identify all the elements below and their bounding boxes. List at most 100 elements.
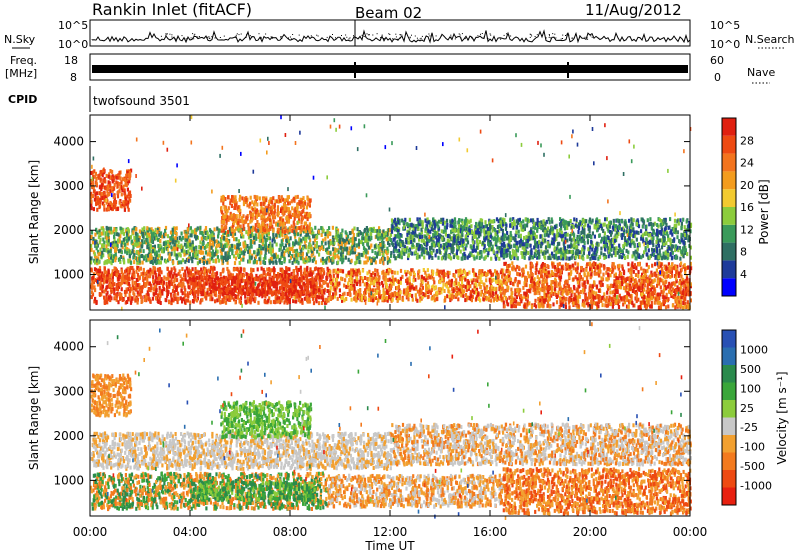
power-cell xyxy=(271,243,274,248)
power-cell xyxy=(656,279,659,284)
power-cell xyxy=(132,255,135,260)
nsearch-trace-point xyxy=(451,38,453,40)
power-cell xyxy=(209,292,212,297)
power-cell xyxy=(264,237,267,242)
power-cell xyxy=(146,232,149,237)
power-cell xyxy=(105,270,108,275)
power-cell xyxy=(174,293,177,298)
power-cell xyxy=(469,290,472,295)
power-cell xyxy=(433,280,436,285)
nsearch-trace-point xyxy=(459,34,461,36)
power-cell xyxy=(119,255,123,259)
power-cell xyxy=(383,244,386,249)
power-cell xyxy=(320,295,323,300)
power-cell xyxy=(239,301,242,305)
power-cell xyxy=(414,277,417,282)
power-cell xyxy=(597,288,601,293)
power-cell xyxy=(534,281,537,286)
nsearch-trace-point xyxy=(548,34,550,35)
power-cell xyxy=(238,242,242,247)
power-cell xyxy=(273,239,276,244)
power-cell xyxy=(464,298,467,303)
power-cell xyxy=(335,291,338,296)
power-cell xyxy=(131,249,134,254)
power-cell xyxy=(321,238,325,243)
power-cell xyxy=(670,291,673,296)
power-cell xyxy=(194,231,197,235)
power-cell xyxy=(361,236,364,241)
power-cell xyxy=(356,268,359,273)
power-cell xyxy=(112,229,115,234)
power-cell xyxy=(590,304,593,309)
power-cell xyxy=(622,302,625,307)
power-cell xyxy=(504,281,507,286)
power-cell xyxy=(554,277,557,282)
nsearch-trace-point xyxy=(416,37,418,39)
power-cell xyxy=(262,246,265,251)
nsearch-trace-point xyxy=(280,36,282,38)
power-cell xyxy=(530,279,533,284)
power-cell xyxy=(105,244,108,249)
power-cell xyxy=(340,296,343,300)
power-cell xyxy=(651,291,654,295)
power-cell xyxy=(214,293,218,298)
power-cell xyxy=(251,294,254,299)
power-cell xyxy=(110,253,113,258)
power-cell xyxy=(450,294,453,299)
power-cell xyxy=(120,287,123,292)
power-cell xyxy=(190,248,193,253)
power-cell xyxy=(299,299,302,304)
nsearch-trace-point xyxy=(169,33,171,35)
power-cell xyxy=(384,281,387,286)
power-cell xyxy=(355,298,358,303)
power-cell xyxy=(409,288,412,293)
power-cell xyxy=(173,293,176,298)
power-cell xyxy=(610,297,614,302)
nsearch-trace-point xyxy=(555,37,557,39)
nsearch-trace-point xyxy=(500,38,502,40)
power-cell xyxy=(281,271,284,276)
power-cell xyxy=(158,232,161,237)
power-cell xyxy=(96,258,99,263)
power-cell xyxy=(254,277,257,282)
power-cell xyxy=(678,287,681,292)
power-cell xyxy=(111,278,114,283)
power-cell xyxy=(318,280,321,285)
power-cell xyxy=(326,289,329,293)
power-cell xyxy=(316,249,319,254)
power-cell xyxy=(278,247,281,252)
power-cell xyxy=(236,274,239,279)
nsearch-trace-point xyxy=(531,35,533,37)
power-cell xyxy=(305,232,308,237)
power-cell xyxy=(179,253,182,258)
power-cell xyxy=(520,299,523,304)
power-cell xyxy=(187,285,190,290)
power-cell xyxy=(228,288,231,292)
power-cell xyxy=(211,297,214,302)
power-cell xyxy=(108,257,111,262)
power-cell xyxy=(648,278,651,283)
power-cell xyxy=(502,278,505,283)
power-cell xyxy=(159,256,162,260)
power-cell xyxy=(113,237,116,242)
power-cell xyxy=(351,229,354,234)
power-cell xyxy=(430,285,433,290)
power-cell xyxy=(574,261,577,266)
power-cell xyxy=(523,304,526,309)
power-cell xyxy=(119,282,122,287)
power-cell xyxy=(107,226,110,231)
power-cell xyxy=(106,290,109,295)
power-cell xyxy=(440,277,444,282)
power-cell xyxy=(542,277,545,282)
power-cell xyxy=(300,275,303,280)
power-cell xyxy=(600,263,603,268)
power-cell xyxy=(181,291,184,296)
power-cell xyxy=(143,298,147,302)
power-cell xyxy=(247,249,250,254)
power-cell xyxy=(208,260,211,265)
power-cell xyxy=(355,276,358,281)
power-cell xyxy=(644,295,647,300)
power-cell xyxy=(672,281,675,286)
nsearch-trace-point xyxy=(335,37,336,39)
power-cell xyxy=(113,254,116,259)
